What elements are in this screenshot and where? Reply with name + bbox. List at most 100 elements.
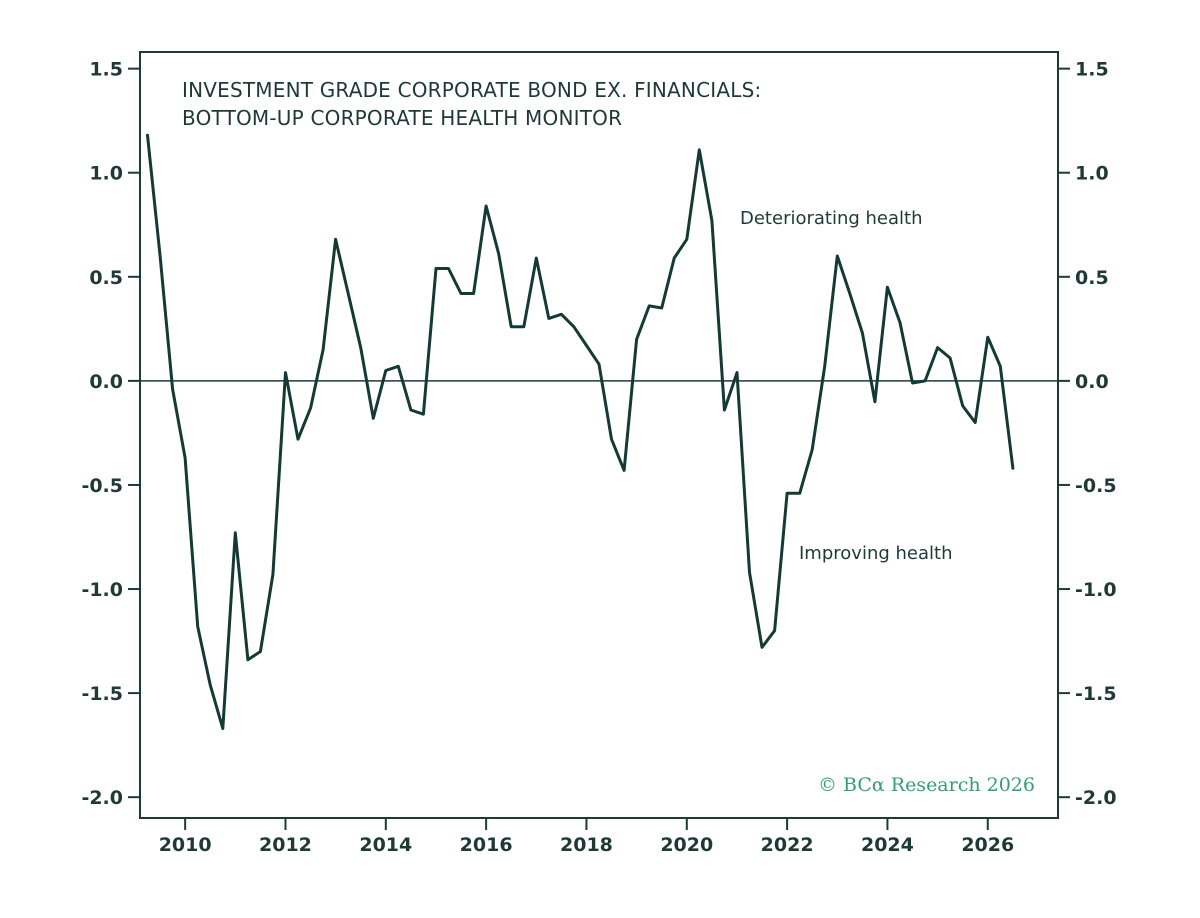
left-y-tick-label: 1.0	[89, 163, 123, 185]
x-tick-label: 2010	[159, 834, 212, 856]
left-y-tick-label: -1.5	[81, 683, 123, 705]
data-point	[748, 571, 751, 574]
data-point	[924, 379, 927, 382]
right-y-tick-label: 1.0	[1075, 163, 1109, 185]
data-point	[384, 369, 387, 372]
data-point	[823, 365, 826, 368]
data-point	[1011, 467, 1014, 470]
data-point	[999, 365, 1002, 368]
x-tick-label: 2026	[961, 834, 1014, 856]
left-y-tick-label: -0.5	[81, 475, 123, 497]
left-y-tick-label: 0.5	[89, 267, 123, 289]
data-point	[886, 286, 889, 289]
right-y-tick-label: -1.5	[1075, 683, 1117, 705]
data-point	[560, 313, 563, 316]
data-point	[936, 346, 939, 349]
data-point	[309, 406, 312, 409]
data-point	[873, 400, 876, 403]
data-point	[572, 325, 575, 328]
data-point	[610, 438, 613, 441]
x-tick-label: 2014	[359, 834, 412, 856]
data-point	[146, 134, 149, 137]
data-point	[221, 727, 224, 730]
left-y-tick-label: 0.0	[89, 371, 123, 393]
x-tick-label: 2024	[861, 834, 914, 856]
data-point	[209, 683, 212, 686]
data-point	[246, 658, 249, 661]
annotation-deteriorating: Deteriorating health	[740, 208, 923, 229]
right-y-tick-label: 0.5	[1075, 267, 1109, 289]
data-point	[409, 409, 412, 412]
right-y-axis: 1.5 1.0 0.5 0.0 -0.5 -1.0 -1.5 -2.0	[1058, 59, 1117, 809]
data-point	[535, 257, 538, 260]
chart-subtitle: BOTTOM-UP CORPORATE HEALTH MONITOR	[182, 106, 622, 130]
right-y-tick-label: -1.0	[1075, 579, 1117, 601]
data-point	[848, 292, 851, 295]
data-point	[773, 629, 776, 632]
data-point	[334, 238, 337, 241]
data-point	[271, 573, 274, 576]
right-y-tick-label: -2.0	[1075, 787, 1117, 809]
data-point	[547, 317, 550, 320]
data-point	[234, 531, 237, 534]
data-point	[284, 371, 287, 374]
data-point	[510, 325, 513, 328]
series-line	[146, 133, 1015, 730]
x-tick-label: 2016	[460, 834, 513, 856]
data-point	[297, 438, 300, 441]
data-point	[434, 267, 437, 270]
right-y-tick-label: 0.0	[1075, 371, 1109, 393]
right-y-tick-label: 1.5	[1075, 59, 1109, 81]
data-point	[159, 254, 162, 257]
x-axis: 2010 2012 2014 2016 2018 2020 2022 2024 2026	[159, 818, 1014, 856]
data-point	[447, 267, 450, 270]
data-point	[898, 321, 901, 324]
data-point	[710, 219, 713, 222]
x-tick-label: 2018	[560, 834, 613, 856]
data-point	[735, 371, 738, 374]
left-y-axis: 1.5 1.0 0.5 0.0 -0.5 -1.0 -1.5 -2.0	[81, 59, 140, 809]
data-point	[811, 448, 814, 451]
data-point	[911, 381, 914, 384]
data-point	[761, 646, 764, 649]
data-point	[861, 332, 864, 335]
data-point	[986, 336, 989, 339]
left-y-tick-label: 1.5	[89, 59, 123, 81]
data-point	[961, 404, 964, 407]
data-point	[698, 148, 701, 151]
data-point	[472, 292, 475, 295]
data-point	[171, 388, 174, 391]
data-point	[196, 625, 199, 628]
data-point	[184, 456, 187, 459]
x-tick-label: 2020	[660, 834, 713, 856]
right-y-tick-label: -0.5	[1075, 475, 1117, 497]
data-point	[522, 325, 525, 328]
left-y-tick-label: -2.0	[81, 787, 123, 809]
data-point	[786, 492, 789, 495]
data-point	[460, 292, 463, 295]
data-point	[485, 205, 488, 208]
data-point	[372, 417, 375, 420]
x-tick-label: 2022	[761, 834, 814, 856]
x-tick-label: 2012	[259, 834, 312, 856]
data-point	[673, 257, 676, 260]
data-point	[347, 292, 350, 295]
data-point	[798, 492, 801, 495]
data-point	[397, 365, 400, 368]
data-point	[259, 650, 262, 653]
left-y-tick-label: -1.0	[81, 579, 123, 601]
data-point	[322, 348, 325, 351]
data-point	[660, 307, 663, 310]
data-point	[497, 252, 500, 255]
chart-title: INVESTMENT GRADE CORPORATE BOND EX. FINA…	[182, 78, 761, 102]
annotation-improving: Improving health	[799, 543, 952, 564]
plot-frame	[139, 51, 1059, 819]
data-point	[685, 238, 688, 241]
data-point	[585, 344, 588, 347]
data-point	[359, 346, 362, 349]
copyright-notice: © BCα Research 2026	[818, 774, 1035, 796]
data-point	[949, 356, 952, 359]
data-point	[635, 338, 638, 341]
